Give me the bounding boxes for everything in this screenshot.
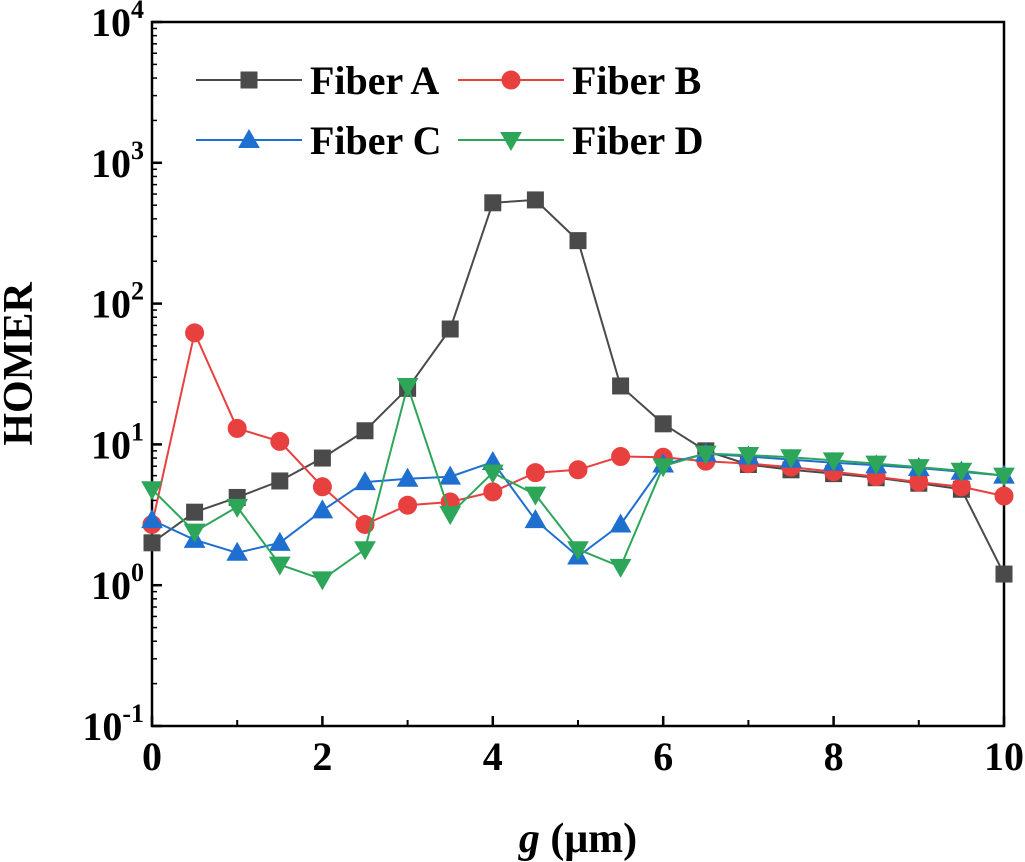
data-point-triangle-down [737, 447, 760, 467]
series-fiber-d [141, 377, 1015, 591]
data-point-triangle-down [822, 452, 845, 472]
data-point-triangle-up [141, 509, 163, 529]
data-point-triangle-up [439, 465, 462, 485]
y-axis-title: HOMER [0, 282, 42, 446]
series-fiber-b [142, 323, 1014, 534]
y-tick-label: 101 [91, 417, 144, 467]
y-tick-label: 100 [91, 558, 144, 608]
data-point-square [654, 415, 672, 433]
data-point-square [526, 191, 544, 209]
data-point-triangle-up [238, 128, 260, 148]
data-point-triangle-down [694, 445, 717, 465]
x-tick-label: 8 [824, 734, 844, 779]
data-point-circle [501, 70, 521, 90]
data-point-triangle-down [183, 523, 206, 543]
data-point-square [569, 232, 587, 250]
data-point-triangle-down [652, 458, 675, 478]
data-point-triangle-down [950, 462, 973, 482]
legend-item: Fiber D [458, 118, 703, 163]
series-layer [141, 191, 1015, 591]
data-point-triangle-up [311, 499, 334, 519]
data-point-circle [227, 418, 247, 438]
data-point-triangle-up [268, 531, 291, 551]
data-point-triangle-up [396, 467, 419, 487]
legend: Fiber A Fiber B Fiber C Fiber D [196, 58, 703, 163]
data-point-triangle-down [439, 506, 462, 526]
data-point-triangle-down [141, 481, 163, 501]
data-point-circle [483, 482, 503, 502]
data-point-triangle-down [524, 486, 547, 506]
data-point-triangle-down [396, 377, 419, 397]
x-tick-label: 10 [984, 734, 1024, 779]
data-point-triangle-down [500, 132, 522, 152]
data-point-circle [398, 495, 418, 515]
x-axis-unit: (μm) [540, 816, 637, 862]
y-tick-label: 104 [91, 0, 144, 45]
data-point-triangle-up [524, 509, 547, 529]
legend-label: Fiber D [572, 118, 703, 163]
legend-item: Fiber B [458, 58, 701, 103]
data-point-triangle-down [993, 467, 1015, 487]
data-point-square [441, 320, 459, 338]
legend-label: Fiber B [572, 58, 701, 103]
data-point-triangle-down [354, 541, 376, 561]
data-point-triangle-down [609, 558, 632, 578]
series-line [151, 198, 1005, 575]
data-point-circle [270, 431, 290, 451]
data-point-circle [185, 323, 205, 343]
x-tick-label: 0 [142, 734, 162, 779]
data-point-square [484, 194, 502, 212]
data-point-triangle-up [609, 513, 632, 533]
legend-item: Fiber A [196, 58, 439, 103]
y-tick-label: 10-1 [82, 699, 144, 749]
data-point-square [186, 503, 204, 521]
x-tick-label: 2 [312, 734, 332, 779]
data-point-square [612, 377, 630, 395]
data-point-square [313, 449, 331, 467]
x-axis-variable: g [518, 816, 540, 862]
legend-label: Fiber C [310, 118, 441, 163]
y-tick-label: 102 [91, 277, 144, 327]
plot-axes: 0 2 4 6 8 10 10-1 100 101 102 103 104 [82, 0, 1024, 779]
legend-item: Fiber C [196, 118, 441, 163]
y-tick-label: 103 [91, 136, 144, 186]
data-point-triangle-up [354, 471, 376, 491]
data-point-square [240, 71, 258, 89]
data-point-square [356, 422, 374, 440]
series-line [151, 329, 1005, 526]
data-point-triangle-down [907, 459, 930, 479]
data-point-square [143, 534, 161, 552]
data-point-circle [525, 463, 545, 483]
data-point-square [271, 472, 289, 490]
data-point-triangle-down [311, 571, 334, 591]
data-point-circle [568, 460, 588, 480]
series-fiber-a [143, 191, 1013, 583]
x-tick-label: 6 [653, 734, 673, 779]
data-point-triangle-up [226, 541, 249, 561]
data-point-triangle-down [226, 498, 249, 518]
data-point-triangle-down [865, 455, 888, 475]
data-point-triangle-down [780, 449, 802, 469]
x-axis-title: g (μm) [518, 816, 637, 862]
data-point-triangle-down [567, 541, 589, 561]
x-tick-label: 4 [483, 734, 503, 779]
data-point-circle [312, 477, 332, 497]
data-point-triangle-down [268, 556, 291, 576]
data-point-circle [994, 486, 1014, 506]
data-point-square [995, 565, 1013, 583]
data-point-circle [611, 447, 631, 467]
data-point-triangle-down [481, 464, 504, 484]
legend-label: Fiber A [310, 58, 439, 103]
